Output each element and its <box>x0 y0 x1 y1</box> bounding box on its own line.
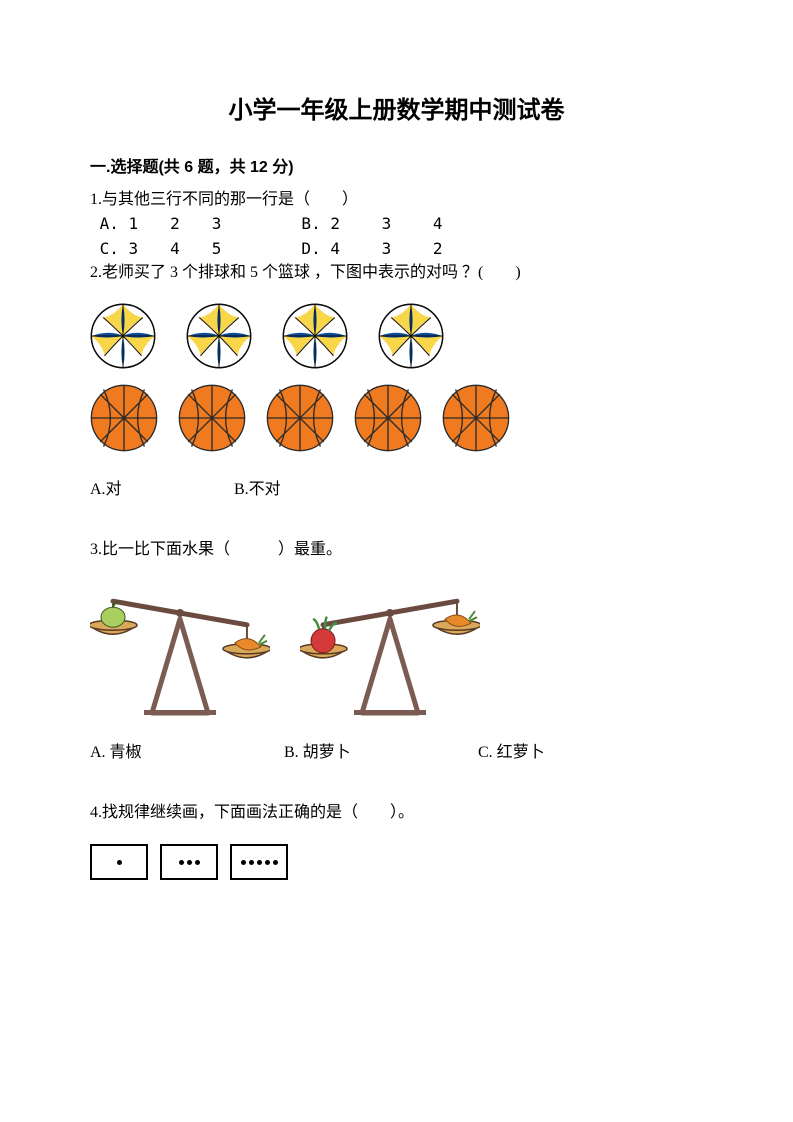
q3-option-a: A. 青椒 <box>90 738 280 762</box>
dot-icon <box>187 860 192 865</box>
volleyball-icon <box>378 303 444 369</box>
scale-left <box>90 581 270 726</box>
basketball-icon <box>266 384 334 452</box>
exam-page: 小学一年级上册数学期中测试卷 一.选择题(共 6 题，共 12 分) 1.与其他… <box>0 0 793 940</box>
section-1-header: 一.选择题(共 6 题，共 12 分) <box>90 153 703 177</box>
basketball <box>178 384 246 457</box>
basketball <box>90 384 158 457</box>
basketball-icon <box>354 384 422 452</box>
q2-options: A.对 B.不对 <box>90 475 703 499</box>
scale-right <box>300 581 480 726</box>
volleyball <box>186 303 252 374</box>
q2-option-b: B.不对 <box>234 475 281 499</box>
dot-icon <box>265 860 270 865</box>
q3-stem: 3.比一比下面水果（ ）最重。 <box>90 539 703 561</box>
balance-scale-icon <box>300 581 480 721</box>
volleyball-icon <box>186 303 252 369</box>
q3-option-c: C. 红萝卜 <box>478 738 545 762</box>
q4-stem: 4.找规律继续画，下面画法正确的是（ ）。 <box>90 802 703 824</box>
dot-icon <box>179 860 184 865</box>
q1-options-row1: A. 1 2 3 B. 2 3 4 <box>90 213 703 235</box>
dot-icon <box>249 860 254 865</box>
basketball <box>354 384 422 457</box>
q3-option-b: B. 胡萝卜 <box>284 738 474 762</box>
scales-row <box>90 581 703 726</box>
q1-options-row2: C. 3 4 5 D. 4 3 2 <box>90 238 703 260</box>
balance-scale-icon <box>90 581 270 721</box>
volleyball-icon <box>90 303 156 369</box>
basketball <box>266 384 334 457</box>
basketball-icon <box>90 384 158 452</box>
dot-icon <box>195 860 200 865</box>
page-title: 小学一年级上册数学期中测试卷 <box>90 90 703 125</box>
pattern-box <box>230 844 288 880</box>
volleyball-icon <box>282 303 348 369</box>
dot-icon <box>117 860 122 865</box>
pattern-box <box>160 844 218 880</box>
volleyball <box>282 303 348 374</box>
pattern-box <box>90 844 148 880</box>
volleyball <box>378 303 444 374</box>
dot-icon <box>241 860 246 865</box>
basketball-icon <box>178 384 246 452</box>
q2-option-a: A.对 <box>90 475 230 499</box>
volleyball <box>90 303 156 374</box>
dot-pattern-row <box>90 844 703 880</box>
q1-stem: 1.与其他三行不同的那一行是（ ） <box>90 189 703 211</box>
q3-options: A. 青椒 B. 胡萝卜 C. 红萝卜 <box>90 738 703 762</box>
basketball-row <box>90 384 703 457</box>
dot-icon <box>257 860 262 865</box>
basketball <box>442 384 510 457</box>
q2-stem: 2.老师买了 3 个排球和 5 个篮球 ，下图中表示的对吗 ？( ) <box>90 262 703 284</box>
volleyball-row <box>90 303 703 374</box>
dot-icon <box>273 860 278 865</box>
basketball-icon <box>442 384 510 452</box>
